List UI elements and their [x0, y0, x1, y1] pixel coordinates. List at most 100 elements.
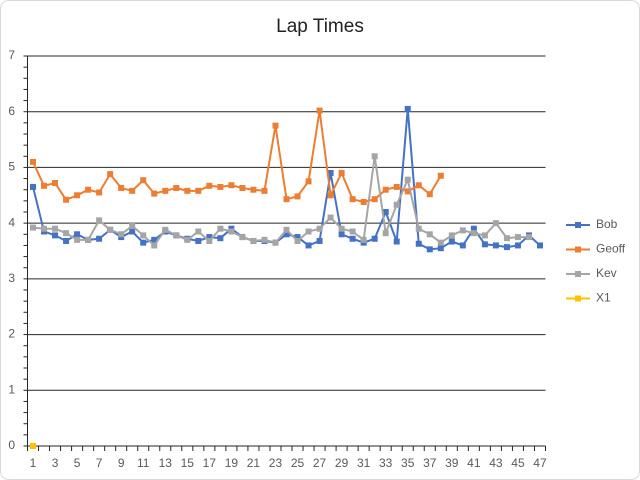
point-marker — [173, 232, 180, 239]
point-marker — [272, 122, 279, 129]
x-tick-label: 7 — [96, 456, 103, 470]
x-tick-label: 13 — [159, 456, 173, 470]
x-tick-label: 11 — [137, 456, 150, 470]
series-line — [32, 156, 529, 247]
x-tick-label: 41 — [467, 456, 481, 470]
y-tick-label: 5 — [8, 160, 15, 174]
point-marker — [393, 238, 400, 245]
point-marker — [426, 191, 433, 198]
point-marker — [404, 188, 411, 195]
point-marker — [162, 187, 169, 194]
y-tick-label: 4 — [8, 215, 15, 229]
point-marker — [437, 245, 444, 252]
point-marker — [437, 239, 444, 246]
point-marker — [96, 189, 103, 196]
point-marker — [316, 225, 323, 232]
point-marker — [41, 225, 48, 232]
point-marker — [107, 226, 114, 233]
legend-label: Kev — [596, 266, 617, 280]
point-marker — [294, 234, 301, 241]
point-marker — [514, 242, 521, 249]
point-marker — [96, 235, 103, 242]
point-marker — [129, 187, 136, 194]
x-tick-label: 9 — [118, 456, 125, 470]
point-marker — [481, 232, 488, 239]
point-marker — [85, 186, 92, 193]
legend-marker — [575, 246, 581, 253]
point-marker — [96, 217, 103, 224]
point-marker — [239, 234, 246, 241]
point-marker — [371, 235, 378, 242]
point-marker — [514, 234, 521, 241]
legend-marker — [575, 295, 581, 302]
point-marker — [382, 186, 389, 193]
point-marker — [492, 242, 499, 249]
point-marker — [327, 192, 334, 199]
point-marker — [382, 209, 389, 215]
point-marker — [30, 183, 37, 190]
point-marker — [448, 238, 455, 245]
y-tick-label: 7 — [8, 48, 15, 62]
point-marker — [459, 242, 466, 249]
point-marker — [503, 244, 510, 251]
legend-label: Bob — [596, 217, 618, 231]
x-tick-label: 27 — [313, 456, 327, 470]
point-marker — [272, 239, 279, 246]
point-marker — [52, 232, 59, 239]
x-tick-label: 23 — [269, 456, 283, 470]
point-marker — [52, 225, 59, 232]
point-marker — [371, 196, 378, 203]
point-marker — [305, 228, 312, 235]
point-marker — [261, 236, 268, 243]
point-marker — [338, 231, 345, 238]
y-tick-label: 0 — [8, 438, 15, 452]
point-marker — [448, 232, 455, 239]
point-marker — [151, 236, 158, 243]
y-tick-label: 1 — [8, 382, 15, 396]
chart-title: Lap Times — [276, 16, 364, 37]
point-marker — [426, 246, 433, 253]
x-tick-label: 17 — [203, 456, 217, 470]
point-marker — [305, 178, 312, 185]
point-marker — [470, 225, 477, 232]
x-tick-label: 5 — [74, 456, 81, 470]
point-marker — [184, 187, 191, 194]
point-marker — [217, 183, 224, 190]
x-tick-label: 37 — [423, 456, 437, 470]
point-marker — [327, 170, 334, 176]
point-marker — [503, 235, 510, 242]
point-marker — [349, 228, 356, 235]
point-marker — [217, 225, 224, 232]
y-tick-label: 6 — [8, 104, 15, 118]
point-marker — [118, 185, 125, 192]
point-marker — [30, 224, 37, 231]
point-marker — [228, 228, 235, 235]
point-marker — [404, 105, 411, 112]
point-marker — [393, 201, 400, 208]
point-marker — [349, 235, 356, 242]
point-marker — [63, 237, 70, 244]
point-marker — [316, 237, 323, 244]
point-marker — [206, 182, 213, 189]
point-marker — [195, 187, 202, 194]
point-marker — [162, 226, 169, 233]
point-marker — [338, 225, 345, 232]
x-tick-label: 25 — [291, 456, 305, 470]
point-marker — [382, 230, 389, 237]
point-marker — [206, 237, 213, 244]
point-marker — [74, 231, 81, 238]
point-marker — [250, 237, 257, 244]
point-marker — [404, 176, 411, 183]
x-tick-label: 45 — [511, 456, 525, 470]
point-marker — [415, 182, 422, 189]
point-marker — [415, 225, 422, 232]
point-marker — [30, 443, 37, 449]
point-marker — [195, 228, 202, 235]
y-tick-label: 3 — [8, 271, 15, 285]
point-marker — [415, 240, 422, 247]
x-tick-label: 3 — [52, 456, 59, 470]
legend-label: Geoff — [596, 242, 626, 256]
point-marker — [129, 222, 136, 229]
point-marker — [63, 230, 70, 237]
point-marker — [283, 226, 290, 233]
